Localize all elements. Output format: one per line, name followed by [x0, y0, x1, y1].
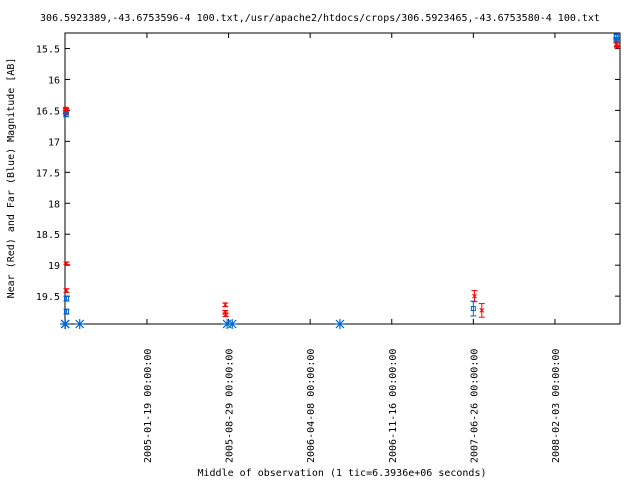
y-axis-label: Near (Red) and Far (Blue) Magnitude [AB] — [6, 58, 17, 299]
y-tick-label: 18 — [48, 199, 60, 210]
x-axis: 2005-01-19 00:00:00 2005-08-29 00:00:00 20… — [143, 33, 562, 463]
data-point — [63, 112, 69, 118]
y-axis: 15.5 16 16.5 17 17.5 18 18.5 19 19.5 — [36, 44, 620, 303]
upper-limit-stroke — [335, 319, 345, 329]
series-1 — [63, 33, 620, 317]
y-tick-label: 18.5 — [36, 230, 60, 241]
upper-limit-marker — [74, 319, 85, 329]
data-point — [64, 260, 69, 266]
data-point — [614, 44, 620, 49]
x-tick-label: 2008-02-03 00:00:00 — [551, 349, 562, 463]
upper-limit-stroke — [227, 319, 237, 329]
series-2 — [60, 319, 345, 329]
x-tick-label: 2006-04-08 00:00:00 — [306, 349, 317, 463]
data-point — [64, 288, 69, 293]
chart-title: 306.5923389,-43.6753596-4 100.txt,/usr/a… — [40, 13, 600, 24]
plot-frame — [64, 32, 621, 325]
x-tick-label: 2005-08-29 00:00:00 — [225, 349, 236, 463]
y-tick-label: 19.5 — [36, 292, 60, 303]
upper-limit-marker — [60, 319, 71, 329]
data-point — [470, 306, 476, 312]
data-point — [472, 293, 477, 299]
upper-limit-marker — [227, 319, 238, 329]
upper-limit-marker — [334, 319, 345, 329]
data-point — [222, 302, 228, 308]
x-tick-label: 2006-11-16 00:00:00 — [388, 349, 399, 463]
y-tick-label: 15.5 — [36, 44, 60, 55]
y-tick-label: 16 — [48, 75, 60, 86]
series-0 — [62, 38, 621, 318]
data-marks — [60, 33, 621, 329]
x-axis-label: Middle of observation (1 tic=6.3936e+06 … — [198, 468, 487, 479]
x-tick-label: 2007-06-26 00:00:00 — [469, 349, 480, 463]
data-point — [223, 312, 228, 318]
data-point — [614, 42, 620, 48]
data-point — [613, 37, 619, 43]
data-point — [63, 309, 69, 315]
x-tick-label: 2005-01-19 00:00:00 — [143, 349, 154, 463]
data-point — [63, 296, 69, 302]
upper-limit-stroke — [75, 319, 85, 329]
y-tick-label: 17.5 — [36, 168, 60, 179]
y-tick-label: 17 — [48, 137, 60, 148]
y-tick-label: 19 — [48, 261, 60, 272]
upper-limit-stroke — [60, 319, 70, 329]
y-tick-label: 16.5 — [36, 106, 60, 117]
data-point — [479, 308, 485, 313]
